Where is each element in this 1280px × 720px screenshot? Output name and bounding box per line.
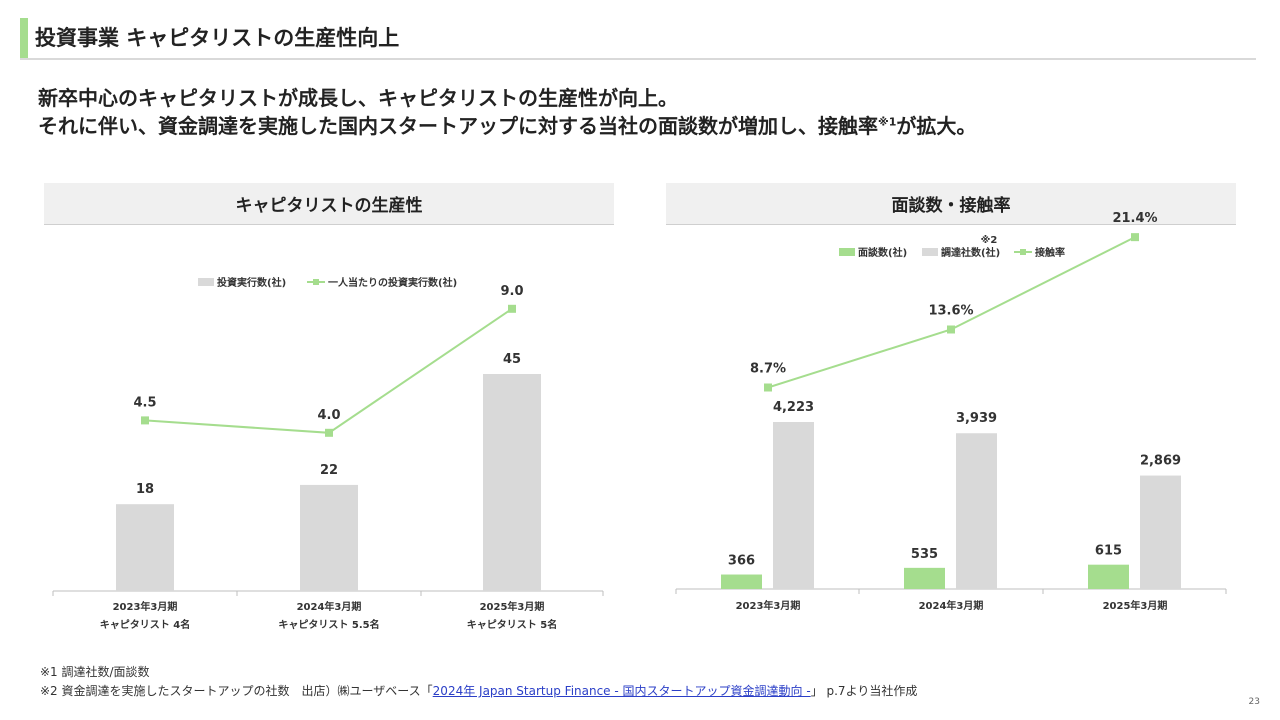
x-tick-label: 2025年3月期 <box>480 600 545 613</box>
lead-footnote-ref: ※1 <box>878 115 897 129</box>
bar-raised-label: 2,869 <box>1140 454 1181 469</box>
bar-investments <box>116 504 174 591</box>
source-link[interactable]: 2024年 Japan Startup Finance - 国内スタートアップ資… <box>432 684 811 698</box>
legend-swatch-raised <box>922 248 938 256</box>
legend-swatch-meetings <box>839 248 855 256</box>
x-tick-label: 2024年3月期 <box>919 599 984 612</box>
line-value-label: 9.0 <box>500 284 523 299</box>
slide-title-bar: 投資事業 キャピタリストの生産性向上 <box>20 18 1256 60</box>
chart2-title: 面談数・接触率 <box>666 183 1236 225</box>
bar-meetings-label: 366 <box>728 554 755 569</box>
x-tick-label: 2023年3月期 <box>113 600 178 613</box>
x-tick-label: 2025年3月期 <box>1103 599 1168 612</box>
footnote-2-end: 」 p.7より当社作成 <box>810 684 918 698</box>
bar-raised-label: 4,223 <box>773 400 814 415</box>
lead-line-2: それに伴い、資金調達を実施した国内スタートアップに対する当社の面談数が増加し、接… <box>38 110 976 139</box>
line-marker <box>141 416 149 425</box>
line-value-label: 13.6% <box>928 303 973 318</box>
bar-meetings-label: 615 <box>1095 544 1122 559</box>
bar-value-label: 22 <box>320 463 338 478</box>
x-tick-sublabel: キャピタリスト 5.5名 <box>278 618 379 631</box>
x-tick-sublabel: キャピタリスト 5名 <box>467 618 557 631</box>
legend-swatch-bar <box>198 278 214 286</box>
slide-title: 投資事業 キャピタリストの生産性向上 <box>35 26 400 50</box>
x-tick-sublabel: キャピタリスト 4名 <box>100 618 190 631</box>
line-marker <box>508 304 516 313</box>
legend-swatch-rate-marker <box>1020 249 1026 255</box>
footnote-1: ※1 調達社数/面談数 <box>40 665 150 679</box>
line-marker <box>1131 233 1139 242</box>
footnote-2-text: ※2 資金調達を実施したスタートアップの社数 出店）㈱ユーザベース「 <box>40 684 433 698</box>
legend-label-rate: 接触率 <box>1035 246 1065 259</box>
lead-line-2-end: が拡大。 <box>896 114 977 138</box>
bar-raised-companies <box>956 433 997 589</box>
title-accent-bar <box>20 18 28 58</box>
legend-label-line: 一人当たりの投資実行数(社) <box>328 276 457 289</box>
bar-value-label: 18 <box>136 482 154 497</box>
bar-investments <box>483 374 541 591</box>
bar-raised-companies <box>1140 475 1181 589</box>
bar-meetings <box>721 574 762 589</box>
legend-label-bar: 投資実行数(社) <box>217 276 286 289</box>
bar-raised-label: 3,939 <box>956 411 997 426</box>
x-tick-label: 2024年3月期 <box>297 600 362 613</box>
footnote-2: ※2 資金調達を実施したスタートアップの社数 出店）㈱ユーザベース「2024年 … <box>40 682 917 699</box>
line-marker <box>947 325 955 334</box>
line-value-label: 8.7% <box>750 362 786 377</box>
lead-line-1: 新卒中心のキャピタリストが成長し、キャピタリストの生産性が向上。 <box>38 86 678 110</box>
bar-investments <box>300 484 358 591</box>
chart-meetings-contact-rate: ※2 面談数(社) 調達社数(社) 接触率 366 4,223 535 3,939 615 2,8… <box>675 211 1227 612</box>
legend-note: ※2 <box>981 234 998 246</box>
chart-capitalist-productivity: 投資実行数(社) 一人当たりの投資実行数(社) 18 22 45 4.5 4.0 9.0 202… <box>52 276 604 631</box>
line-value-label: 21.4% <box>1112 211 1157 226</box>
bar-raised-companies <box>773 422 814 589</box>
page-number: 23 <box>1248 697 1260 707</box>
legend-swatch-marker <box>313 279 319 285</box>
line-value-label: 4.5 <box>133 395 156 410</box>
line-marker <box>764 383 772 392</box>
bar-value-label: 45 <box>503 352 521 367</box>
bar-meetings-label: 535 <box>911 547 938 562</box>
x-tick-label: 2023年3月期 <box>736 599 801 612</box>
line-value-label: 4.0 <box>317 408 340 423</box>
line-marker <box>325 428 333 437</box>
bar-meetings <box>1088 564 1129 589</box>
legend-label-meetings: 面談数(社) <box>858 246 907 259</box>
bar-meetings <box>904 567 945 589</box>
chart1-title: キャピタリストの生産性 <box>44 183 614 225</box>
lead-line-2-text: それに伴い、資金調達を実施した国内スタートアップに対する当社の面談数が増加し、接… <box>38 114 878 138</box>
legend-label-raised: 調達社数(社) <box>941 246 1000 259</box>
